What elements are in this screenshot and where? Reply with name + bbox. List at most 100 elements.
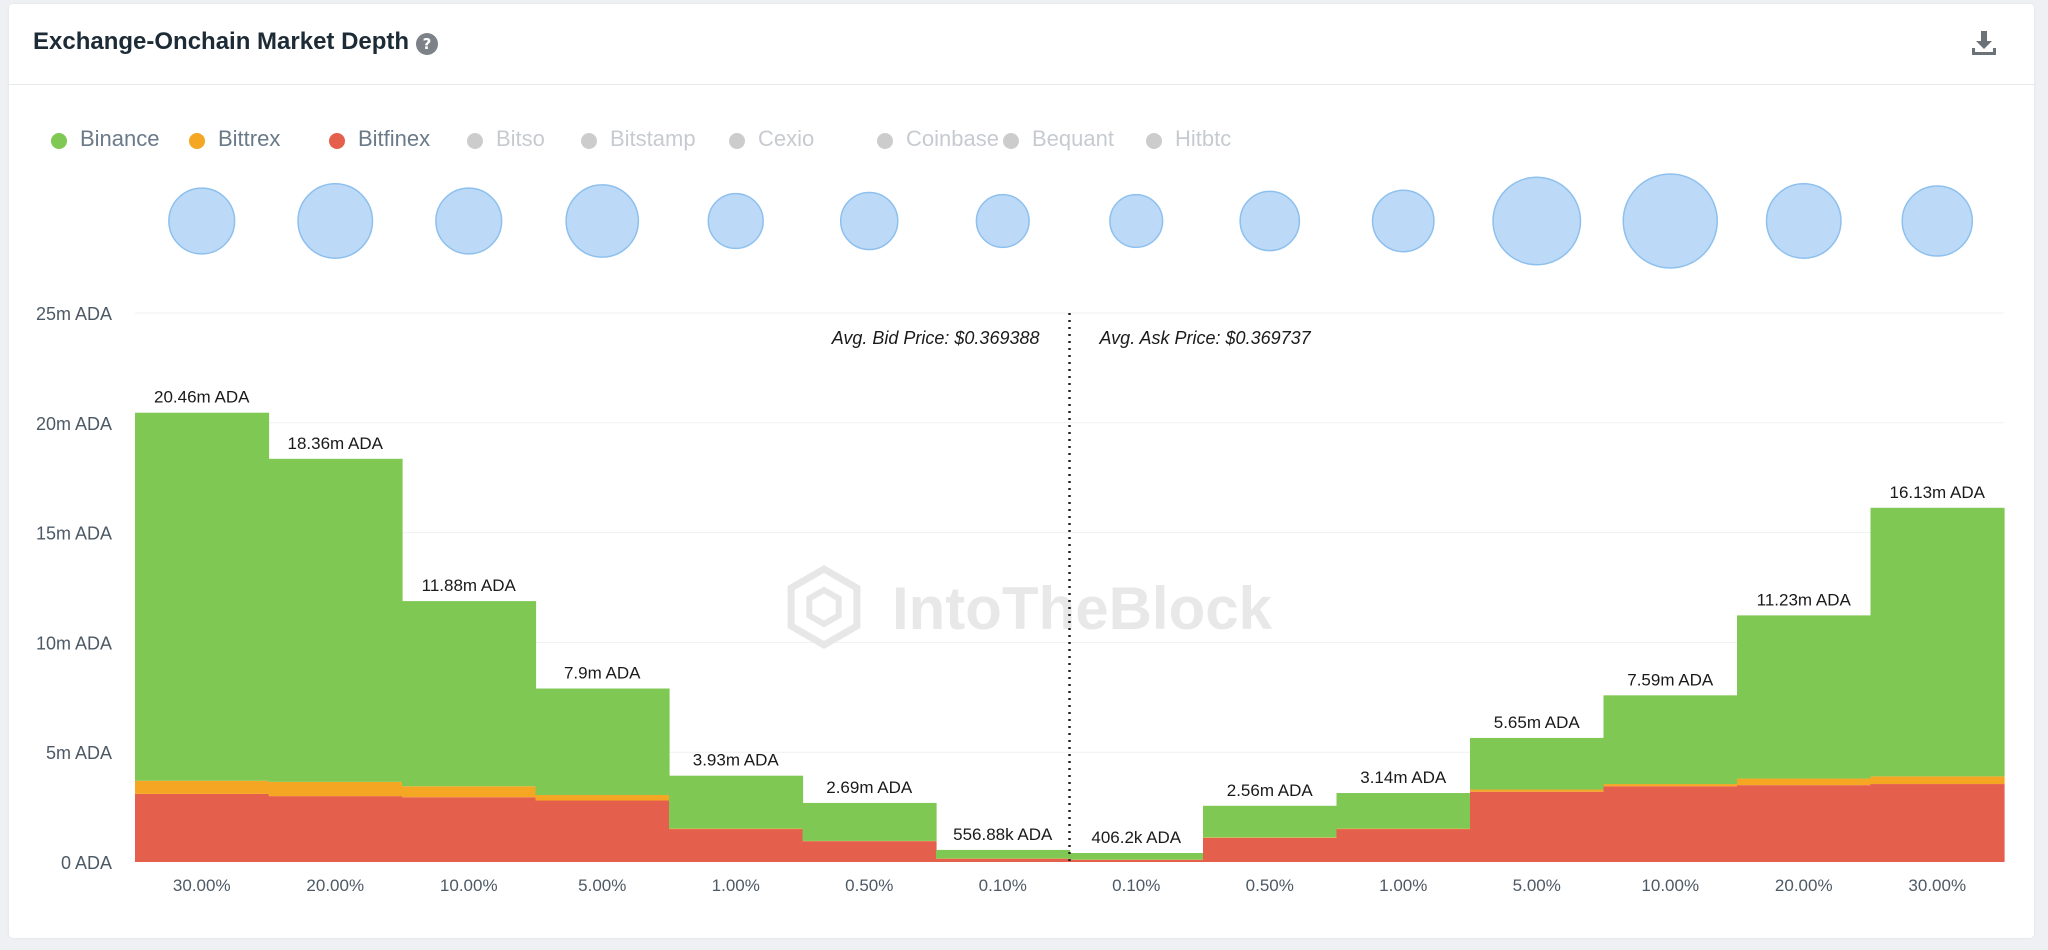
x-tick-label: 5.00% (1513, 876, 1561, 895)
bar-segment-binance (1870, 507, 2005, 777)
bar-segment-binance (1069, 852, 1204, 860)
x-tick-label: 0.10% (1112, 876, 1160, 895)
legend-dot (467, 133, 483, 149)
x-tick-label: 0.50% (845, 876, 893, 895)
question-circle-icon[interactable]: ? (416, 33, 438, 55)
x-tick-label: 1.00% (1379, 876, 1427, 895)
legend-label: Bitfinex (358, 126, 431, 151)
legend-label: Coinbase (906, 126, 999, 151)
bar-segment-binance (1737, 615, 1872, 779)
x-tick-label: 5.00% (578, 876, 626, 895)
x-tick-label: 0.50% (1246, 876, 1294, 895)
bar-segment-binance (268, 458, 403, 782)
bar-total-label: 11.88m ADA (422, 576, 517, 595)
y-tick-label: 5m ADA (46, 743, 112, 763)
bar-segment-bitfinex (1336, 829, 1471, 862)
legend-label: Bitso (496, 126, 545, 151)
bar-segment-bitfinex (535, 800, 670, 862)
bar-segment-bitfinex (802, 841, 937, 862)
legend-dot (189, 133, 205, 149)
bar-segment-bittrex (1603, 784, 1738, 787)
bar-total-label: 3.93m ADA (693, 751, 780, 770)
depth-bubble (1371, 189, 1435, 253)
legend-dot (581, 133, 597, 149)
bar-segment-binance (802, 802, 937, 841)
x-tick-label: 20.00% (306, 876, 364, 895)
bar-segment-bittrex (535, 795, 670, 801)
legend-dot (51, 133, 67, 149)
avg-bid-price-label: Avg. Bid Price: $0.369388 (831, 328, 1040, 348)
bar-segment-binance (1470, 737, 1605, 790)
bar-segment-bitfinex (402, 797, 537, 862)
depth-bubble (1492, 176, 1582, 266)
bar-total-label: 406.2k ADA (1091, 828, 1181, 847)
bar-segment-bitfinex (1203, 837, 1338, 862)
download-icon[interactable] (1969, 28, 1999, 58)
depth-bubble (1239, 190, 1301, 252)
bar-segment-bittrex (402, 786, 537, 798)
watermark: IntoTheBlock (892, 575, 1273, 642)
legend-label: Binance (80, 126, 160, 151)
depth-bubble (435, 187, 503, 255)
legend-label: Bittrex (218, 126, 281, 151)
x-tick-label: 30.00% (1908, 876, 1966, 895)
depth-bubble (1622, 173, 1718, 269)
legend-dot (1003, 133, 1019, 149)
depth-bubble (975, 193, 1030, 249)
x-tick-label: 30.00% (173, 876, 231, 895)
bar-total-label: 11.23m ADA (1757, 590, 1852, 609)
bar-total-label: 2.56m ADA (1227, 781, 1314, 800)
bar-total-label: 3.14m ADA (1360, 768, 1447, 787)
bar-total-label: 18.36m ADA (288, 434, 384, 453)
bar-total-label: 7.9m ADA (564, 664, 641, 683)
bar-segment-binance (1336, 793, 1471, 829)
bar-total-label: 7.59m ADA (1627, 670, 1714, 689)
bar-segment-bittrex (1870, 776, 2005, 785)
bar-segment-binance (402, 601, 537, 787)
legend-dot (877, 133, 893, 149)
y-tick-label: 15m ADA (36, 524, 112, 544)
bar-segment-binance (135, 412, 270, 781)
y-tick-label: 25m ADA (36, 304, 112, 324)
legend-label: Bitstamp (610, 126, 696, 151)
bar-total-label: 5.65m ADA (1494, 713, 1581, 732)
bar-segment-bitfinex (1737, 785, 1872, 862)
bar-segment-binance (1603, 695, 1738, 785)
bar-segment-bitfinex (268, 796, 403, 862)
bar-total-label: 20.46m ADA (154, 388, 250, 407)
watermark-logo-icon (787, 564, 861, 650)
legend-dot (729, 133, 745, 149)
legend-label: Hitbtc (1175, 126, 1232, 151)
bar-segment-bittrex (268, 781, 403, 797)
y-tick-label: 20m ADA (36, 414, 112, 434)
x-tick-label: 10.00% (440, 876, 498, 895)
bar-segment-binance (669, 775, 804, 829)
bar-segment-bitfinex (1470, 791, 1605, 862)
bar-segment-bitfinex (135, 793, 270, 862)
depth-bubble (1765, 183, 1842, 259)
watermark-logo-inner (806, 586, 842, 628)
depth-bubble (839, 191, 899, 251)
legend-dot (1146, 133, 1162, 149)
x-tick-label: 20.00% (1775, 876, 1833, 895)
y-tick-label: 0 ADA (61, 853, 112, 873)
page-title: Exchange-Onchain Market Depth (33, 28, 410, 55)
bar-segment-bittrex (1737, 778, 1872, 786)
card-header: Exchange-Onchain Market Depth ? (9, 4, 2034, 85)
bar-segment-bitfinex (936, 858, 1071, 862)
depth-bubble (1901, 185, 1974, 257)
bar-segment-bitfinex (669, 829, 804, 862)
bar-segment-bitfinex (1069, 859, 1204, 862)
x-tick-label: 0.10% (979, 876, 1027, 895)
bar-segment-binance (936, 849, 1071, 859)
legend-label: Cexio (758, 126, 815, 151)
bar-segment-bittrex (1470, 789, 1605, 792)
depth-bubble (565, 184, 640, 258)
depth-bubble (297, 183, 374, 259)
bar-segment-bitfinex (1603, 786, 1738, 862)
legend-dot (329, 133, 345, 149)
depth-bubble (1109, 193, 1164, 249)
depth-bubble (707, 192, 764, 250)
legend-label: Bequant (1032, 126, 1114, 151)
